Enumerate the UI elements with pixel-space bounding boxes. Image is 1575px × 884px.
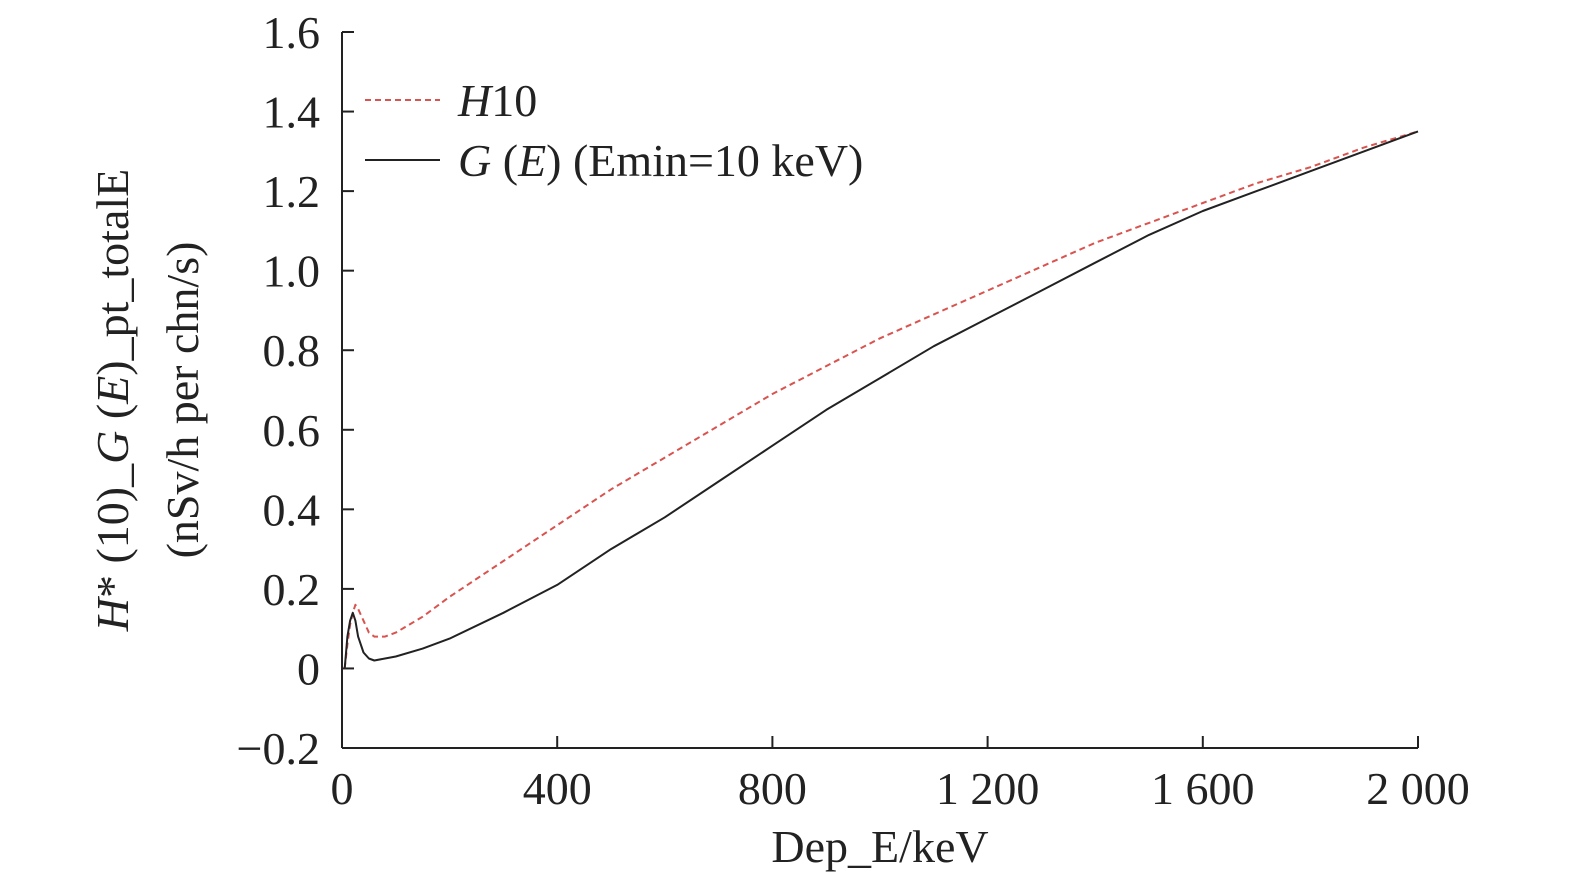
y-tick-label: 1.4: [263, 87, 321, 138]
axes: −0.200.20.40.60.81.01.21.41.60 400 800 1 20…: [237, 7, 1470, 814]
x-axis-label: Dep_E/keV: [771, 821, 988, 872]
y-tick-label: 0: [297, 643, 320, 694]
x-tick-label: 1 200: [936, 763, 1040, 814]
legend-label-0-part-0: H: [457, 75, 494, 126]
x-tick-label: 1 600: [1151, 763, 1255, 814]
y-axis-label: H* (10)_G (E)_pt_totalE (nSv/h per chn/s): [87, 169, 208, 633]
x-tick-label: 800: [738, 763, 807, 814]
y-tick-label: 1.6: [263, 7, 321, 58]
x-tick-label: 2 000: [1366, 763, 1470, 814]
legend-label-1-part-0: G: [458, 135, 491, 186]
x-tick-label: 400: [523, 763, 592, 814]
legend-label-1-part-1: (: [491, 135, 518, 186]
y-tick-label: 0.6: [263, 405, 321, 456]
y-tick-label: 0.8: [263, 325, 321, 376]
y-tick-label: 0.2: [263, 564, 321, 615]
x-tick-label: 0: [331, 763, 354, 814]
y-tick-label: 1.0: [263, 246, 321, 297]
legend-label-1-part-3: ) (Emin=10 keV): [546, 135, 863, 186]
y-axis-label-line1-part-3: (: [87, 404, 138, 431]
series-line-0: [343, 130, 1419, 669]
legend-label-1-part-2: E: [517, 135, 546, 186]
y-axis-label-line1-part-5: )_pt_totalE: [87, 169, 138, 376]
y-axis-label-line1-part-4: E: [87, 376, 138, 405]
series-layer: [343, 130, 1419, 669]
legend-label-1: G (E) (Emin=10 keV): [458, 135, 863, 186]
legend-label-0: H10: [457, 75, 537, 126]
y-axis-label-line1-part-0: H: [87, 595, 138, 632]
y-tick-label: 1.2: [263, 166, 321, 217]
y-axis-label-line2: (nSv/h per chn/s): [157, 242, 208, 559]
legend-label-0-part-1: 10: [491, 75, 537, 126]
y-tick-label: 0.4: [263, 484, 321, 535]
y-axis-label-line1-part-2: G: [87, 431, 138, 464]
y-tick-label: −0.2: [237, 723, 320, 774]
y-axis-label-line1: H* (10)_G (E)_pt_totalE: [87, 169, 138, 633]
y-axis-label-line1-part-1: * (10)_: [87, 463, 138, 598]
series-line-1: [343, 130, 1419, 669]
